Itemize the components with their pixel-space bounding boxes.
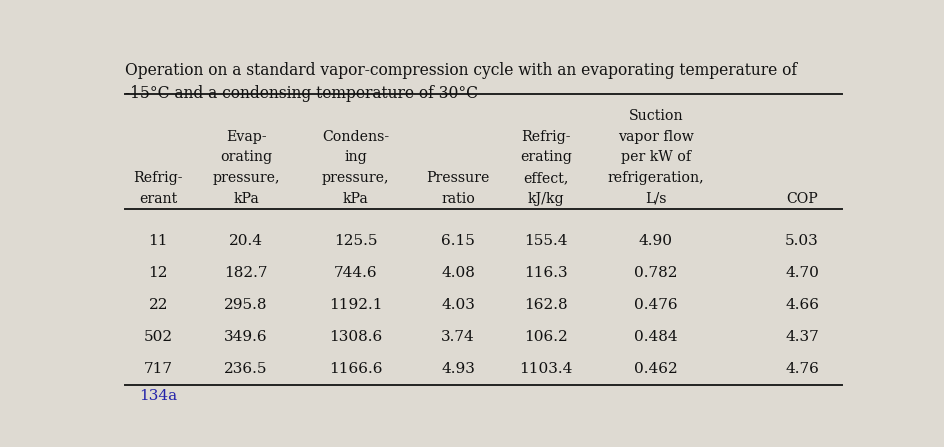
Text: 155.4: 155.4 — [524, 234, 567, 248]
Text: L/s: L/s — [645, 192, 666, 206]
Text: 11: 11 — [148, 234, 168, 248]
Text: 1103.4: 1103.4 — [519, 362, 573, 376]
Text: 1192.1: 1192.1 — [329, 298, 382, 312]
Text: 744.6: 744.6 — [334, 266, 378, 280]
Text: 1166.6: 1166.6 — [329, 362, 382, 376]
Text: 4.90: 4.90 — [639, 234, 673, 248]
Text: 162.8: 162.8 — [524, 298, 567, 312]
Text: 182.7: 182.7 — [225, 266, 268, 280]
Text: refrigeration,: refrigeration, — [607, 171, 704, 185]
Text: Pressure: Pressure — [427, 171, 490, 185]
Text: kJ/kg: kJ/kg — [528, 192, 565, 206]
Text: 4.37: 4.37 — [785, 330, 819, 344]
Text: pressure,: pressure, — [212, 171, 279, 185]
Text: 349.6: 349.6 — [225, 330, 268, 344]
Text: 20.4: 20.4 — [229, 234, 263, 248]
Text: per kW of: per kW of — [620, 151, 691, 164]
Text: 134a: 134a — [139, 389, 177, 403]
Text: erant: erant — [139, 192, 177, 206]
Text: 4.66: 4.66 — [785, 298, 819, 312]
Text: 0.782: 0.782 — [634, 266, 678, 280]
Text: vapor flow: vapor flow — [617, 130, 694, 144]
Text: 6.15: 6.15 — [441, 234, 475, 248]
Text: Condens-: Condens- — [322, 130, 389, 144]
Text: 125.5: 125.5 — [334, 234, 378, 248]
Text: 0.484: 0.484 — [634, 330, 678, 344]
Text: 717: 717 — [143, 362, 173, 376]
Text: kPa: kPa — [343, 192, 369, 206]
Text: ratio: ratio — [441, 192, 475, 206]
Text: orating: orating — [220, 151, 272, 164]
Text: 12: 12 — [148, 266, 168, 280]
Text: 0.462: 0.462 — [633, 362, 678, 376]
Text: 0.476: 0.476 — [634, 298, 678, 312]
Text: Refrig-: Refrig- — [133, 171, 183, 185]
Text: 4.08: 4.08 — [441, 266, 475, 280]
Text: erating: erating — [520, 151, 572, 164]
Text: ing: ing — [345, 151, 367, 164]
Text: kPa: kPa — [233, 192, 259, 206]
Text: 502: 502 — [143, 330, 173, 344]
Text: 4.76: 4.76 — [785, 362, 819, 376]
Text: -15°C and a condensing temperature of 30°C: -15°C and a condensing temperature of 30… — [126, 84, 479, 101]
Text: 3.74: 3.74 — [441, 330, 475, 344]
Text: 4.03: 4.03 — [441, 298, 475, 312]
Text: Suction: Suction — [629, 109, 683, 123]
Text: 4.70: 4.70 — [785, 266, 819, 280]
Text: 236.5: 236.5 — [225, 362, 268, 376]
Text: COP: COP — [786, 192, 818, 206]
Text: 5.03: 5.03 — [785, 234, 819, 248]
Text: 4.93: 4.93 — [441, 362, 475, 376]
Text: 22: 22 — [148, 298, 168, 312]
Text: 295.8: 295.8 — [225, 298, 268, 312]
Text: Operation on a standard vapor-compression cycle with an evaporating temperature : Operation on a standard vapor-compressio… — [126, 62, 798, 79]
Text: Evap-: Evap- — [226, 130, 266, 144]
Text: pressure,: pressure, — [322, 171, 390, 185]
Text: 1308.6: 1308.6 — [329, 330, 382, 344]
Text: effect,: effect, — [523, 171, 568, 185]
Text: 116.3: 116.3 — [524, 266, 567, 280]
Text: Refrig-: Refrig- — [521, 130, 571, 144]
Text: 106.2: 106.2 — [524, 330, 568, 344]
